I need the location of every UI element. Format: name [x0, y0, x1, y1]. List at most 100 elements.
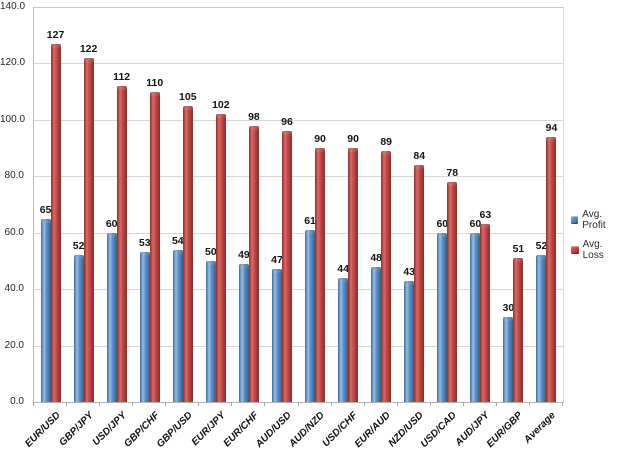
- data-label-avg-loss-usd-chf: 90: [347, 133, 359, 146]
- gridline-20: [34, 345, 563, 347]
- bar-avg-loss-average: [546, 136, 557, 402]
- bar-avg-loss-aud-nzd: [315, 148, 326, 402]
- data-label-avg-loss-gbp-usd: 105: [179, 90, 197, 103]
- bar-avg-profit-eur-usd: [40, 218, 51, 402]
- bar-avg-profit-usd-chf: [338, 277, 349, 402]
- gridline-60: [34, 232, 563, 234]
- x-axis-tick: [297, 402, 299, 406]
- x-axis-tick: [66, 402, 68, 406]
- bar-avg-loss-eur-jpy: [215, 114, 226, 402]
- bar-avg-loss-usd-jpy: [116, 86, 127, 402]
- bar-avg-loss-eur-chf: [248, 125, 259, 402]
- legend: Avg. Profit Avg. Loss: [571, 209, 624, 261]
- data-label-avg-profit-gbp-usd: 54: [171, 234, 184, 247]
- gridline-40: [34, 289, 563, 291]
- y-axis-label: 140.0: [0, 1, 26, 12]
- bar-avg-profit-gbp-chf: [139, 252, 150, 402]
- data-label-avg-profit-eur-usd: 65: [39, 203, 52, 216]
- data-label-avg-loss-gbp-jpy: 122: [79, 42, 98, 55]
- bar-avg-profit-nzd-usd: [404, 280, 415, 402]
- bar-avg-loss-gbp-usd: [182, 105, 193, 402]
- x-axis-tick: [363, 402, 365, 406]
- bar-avg-loss-eur-aud: [381, 150, 392, 402]
- data-label-avg-profit-usd-chf: 44: [337, 262, 349, 275]
- y-axis-label: 120.0: [0, 57, 26, 69]
- bar-avg-profit-eur-gbp: [503, 317, 514, 402]
- bar-avg-profit-gbp-jpy: [73, 255, 84, 402]
- data-label-avg-profit-aud-usd: 47: [271, 254, 283, 267]
- x-axis-tick: [528, 402, 530, 406]
- x-axis-tick: [396, 402, 398, 406]
- bar-avg-loss-gbp-chf: [149, 91, 160, 402]
- x-axis-tick: [132, 402, 134, 406]
- legend-item-avg-profit: Avg. Profit: [571, 209, 624, 231]
- data-label-avg-loss-eur-usd: 127: [46, 28, 65, 41]
- bar-avg-loss-nzd-usd: [414, 165, 425, 402]
- y-axis-label: 100.0: [0, 113, 26, 125]
- x-axis-tick: [264, 402, 266, 406]
- x-axis-tick: [562, 402, 563, 406]
- bar-avg-profit-average: [536, 255, 547, 402]
- data-label-avg-loss-eur-jpy: 102: [212, 99, 230, 112]
- bar-avg-profit-eur-chf: [238, 263, 249, 402]
- x-axis-tick: [495, 402, 497, 406]
- bar-avg-profit-usd-jpy: [106, 232, 117, 402]
- bar-avg-profit-aud-jpy: [470, 232, 481, 402]
- bar-avg-loss-gbp-jpy: [83, 57, 94, 402]
- bar-avg-loss-aud-jpy: [480, 224, 491, 402]
- bar-avg-profit-eur-aud: [371, 266, 382, 402]
- data-label-avg-loss-aud-usd: 96: [281, 116, 293, 129]
- x-axis-tick: [330, 402, 332, 406]
- data-label-avg-profit-aud-jpy: 60: [469, 217, 482, 230]
- y-axis-label: 20.0: [4, 339, 24, 351]
- data-label-avg-loss-eur-gbp: 51: [512, 243, 525, 256]
- data-label-avg-loss-aud-nzd: 90: [314, 133, 326, 146]
- bar-avg-loss-usd-chf: [348, 148, 359, 402]
- gridline-100: [34, 119, 563, 121]
- bar-avg-loss-aud-usd: [281, 131, 292, 402]
- legend-marker-avg-profit: [571, 216, 579, 224]
- x-axis-tick: [462, 402, 464, 406]
- bar-avg-loss-eur-usd: [50, 43, 61, 402]
- bar-avg-loss-usd-cad: [447, 181, 458, 402]
- data-label-avg-loss-usd-cad: 78: [446, 166, 459, 179]
- legend-label: Avg. Profit: [582, 209, 606, 231]
- bar-avg-profit-eur-jpy: [205, 260, 216, 402]
- data-label-avg-loss-aud-jpy: 63: [479, 209, 492, 222]
- data-label-avg-loss-gbp-chf: 110: [146, 76, 164, 89]
- legend-marker-avg-loss: [571, 246, 579, 254]
- x-axis-tick: [198, 402, 200, 406]
- data-label-avg-profit-usd-cad: 60: [436, 217, 449, 230]
- data-label-avg-profit-gbp-jpy: 52: [72, 240, 85, 253]
- bar-avg-loss-eur-gbp: [513, 258, 524, 402]
- data-label-avg-profit-usd-jpy: 60: [105, 217, 118, 230]
- bar-avg-profit-aud-usd: [271, 269, 282, 402]
- data-label-avg-loss-usd-jpy: 112: [113, 71, 131, 83]
- data-label-avg-profit-eur-gbp: 30: [502, 302, 515, 315]
- bar-avg-profit-gbp-usd: [172, 249, 183, 402]
- bar-avg-profit-usd-cad: [437, 232, 448, 402]
- data-label-avg-loss-eur-chf: 98: [248, 110, 260, 123]
- data-label-avg-profit-eur-aud: 48: [370, 251, 382, 264]
- x-axis-tick: [429, 402, 431, 406]
- gridline-120: [34, 63, 563, 65]
- data-label-avg-loss-average: 94: [545, 121, 558, 134]
- plot-area: 65 52 60 53 54 50 49 47 61 44 48 43 60 60 30 52 127 122 11…: [33, 7, 564, 403]
- x-axis-tick: [165, 402, 167, 406]
- x-axis-tick: [99, 402, 101, 406]
- y-axis-label: 80.0: [4, 170, 24, 182]
- data-label-avg-loss-nzd-usd: 84: [413, 150, 426, 162]
- data-label-avg-profit-aud-nzd: 61: [304, 214, 316, 227]
- data-label-avg-profit-average: 52: [535, 240, 548, 253]
- y-axis-label: 60.0: [4, 226, 24, 238]
- y-axis-label: 0.0: [10, 396, 24, 407]
- data-label-avg-profit-eur-chf: 49: [238, 248, 250, 261]
- data-label-avg-profit-nzd-usd: 43: [403, 265, 416, 278]
- x-axis-tick: [231, 402, 233, 406]
- legend-label: Avg. Loss: [582, 239, 604, 261]
- gridline-80: [34, 176, 563, 178]
- x-axis-tick: [33, 402, 34, 406]
- y-axis-label: 40.0: [4, 283, 24, 295]
- legend-item-avg-loss: Avg. Loss: [571, 239, 624, 261]
